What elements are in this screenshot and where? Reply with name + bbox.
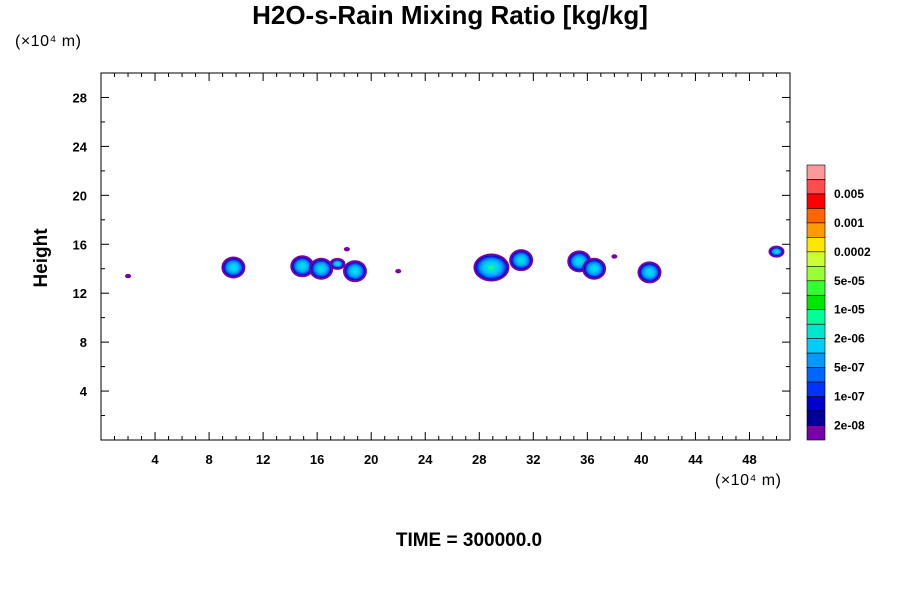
x-tick-label: 32 — [526, 452, 540, 467]
colorbar-swatch — [806, 164, 826, 180]
rain-patch-core — [343, 246, 350, 252]
colorbar-label: 1e-07 — [834, 390, 865, 404]
colorbar-label: 0.005 — [834, 187, 864, 201]
x-tick-label: 36 — [580, 452, 594, 467]
y-tick-label: 20 — [73, 188, 87, 203]
rain-patch-core — [344, 262, 365, 281]
rain-patch — [343, 246, 350, 252]
rain-patch-core — [511, 251, 532, 270]
y-tick-label: 28 — [73, 90, 87, 105]
colorbar-swatch — [806, 323, 826, 339]
colorbar-swatch — [806, 381, 826, 397]
rain-patch-core — [292, 257, 313, 276]
colorbar-swatch — [806, 266, 826, 282]
y-axis-unit: (×10⁴ m) — [15, 33, 82, 50]
x-axis-unit: (×10⁴ m) — [715, 472, 782, 489]
colorbar-swatch — [806, 222, 826, 238]
x-tick-label: 44 — [688, 452, 703, 467]
rain-patch-core — [584, 259, 605, 278]
colorbar-swatch — [806, 179, 826, 195]
x-tick-label: 8 — [205, 452, 212, 467]
chart-title: H2O-s-Rain Mixing Ratio [kg/kg] — [252, 0, 648, 30]
rain-patch — [309, 257, 334, 280]
colorbar-label: 1e-05 — [834, 303, 865, 317]
x-tick-label: 4 — [151, 452, 159, 467]
rain-patch — [342, 260, 367, 283]
rain-patch-core — [475, 255, 508, 280]
rain-patch-core — [395, 268, 402, 274]
rain-patch — [509, 249, 534, 272]
rain-patch-core — [223, 258, 244, 277]
rain-patch — [221, 256, 246, 279]
x-tick-label: 24 — [418, 452, 433, 467]
rain-patch — [395, 268, 402, 274]
colorbar-label: 0.0002 — [834, 245, 871, 259]
colorbar-swatch — [806, 352, 826, 368]
x-tick-label: 16 — [310, 452, 324, 467]
colorbar-swatch — [806, 309, 826, 325]
colorbar-swatch — [806, 338, 826, 354]
colorbar-label: 2e-06 — [834, 332, 865, 346]
x-tick-label: 48 — [742, 452, 756, 467]
rain-patch — [329, 257, 346, 270]
colorbar-swatch — [806, 396, 826, 412]
colorbar-swatch — [806, 410, 826, 426]
rain-patch — [125, 273, 132, 279]
rain-patch-core — [311, 259, 332, 278]
rain-patch-core — [331, 259, 344, 268]
x-tick-label: 28 — [472, 452, 486, 467]
x-tick-label: 20 — [364, 452, 378, 467]
colorbar-label: 5e-07 — [834, 361, 865, 375]
rain-patch — [637, 261, 662, 284]
rain-patch — [290, 255, 315, 278]
rain-patch-core — [639, 263, 660, 282]
rain-patch — [611, 254, 618, 259]
y-tick-label: 8 — [80, 335, 87, 350]
colorbar-swatch — [806, 193, 826, 209]
y-tick-label: 16 — [73, 237, 87, 252]
rain-patch-core — [611, 254, 618, 259]
colorbar-swatch — [806, 294, 826, 311]
x-tick-label: 40 — [634, 452, 648, 467]
rain-patch — [473, 253, 510, 282]
rain-patch — [582, 257, 607, 280]
colorbar-swatch — [806, 367, 826, 383]
plot-frame — [100, 72, 791, 441]
rain-patch-core — [125, 273, 132, 279]
colorbar-label: 2e-08 — [834, 419, 865, 433]
rain-patch-core — [770, 247, 783, 256]
rain-patch — [768, 245, 785, 258]
colorbar-swatch — [806, 208, 826, 224]
time-label: TIME = 300000.0 — [395, 530, 543, 551]
colorbar-swatch — [806, 425, 826, 441]
colorbar-label: 0.001 — [834, 216, 864, 230]
y-tick-label: 24 — [73, 139, 88, 154]
colorbar-swatch — [806, 251, 826, 267]
y-tick-label: 4 — [80, 384, 88, 399]
colorbar-swatch — [806, 280, 826, 296]
y-tick-label: 12 — [73, 286, 87, 301]
colorbar-label: 5e-05 — [834, 274, 865, 288]
colorbar-swatch — [806, 237, 826, 253]
x-tick-label: 12 — [256, 452, 270, 467]
